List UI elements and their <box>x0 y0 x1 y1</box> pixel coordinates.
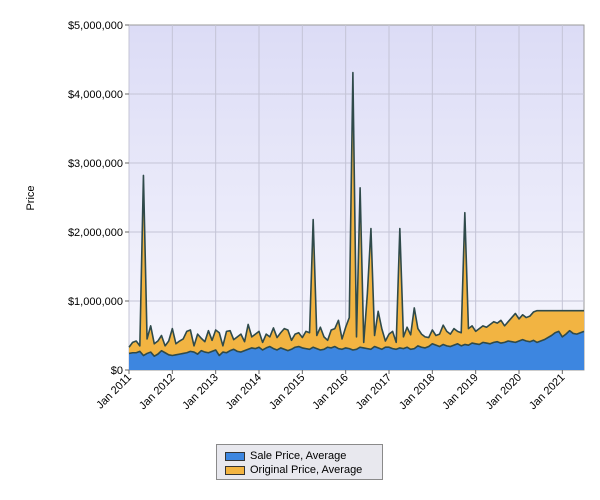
series-layer <box>128 71 585 371</box>
x-tick-label: Jan 2021 <box>527 372 567 412</box>
line-sale-price <box>128 329 585 357</box>
legend-swatch-sale-price <box>225 451 245 461</box>
x-tick-label: Jan 2017 <box>354 372 394 412</box>
y-tick-label: $1,000,000 <box>68 296 123 308</box>
legend-label-original-price: Original Price, Average <box>250 464 363 476</box>
legend: Sale Price, Average Original Price, Aver… <box>216 444 383 480</box>
y-tick-label: $3,000,000 <box>68 158 123 170</box>
y-axis-title: Price <box>25 185 37 210</box>
legend-item-original-price: Original Price, Average <box>225 463 382 477</box>
x-tick-label: Jan 2020 <box>484 372 524 412</box>
legend-label-sale-price: Sale Price, Average <box>250 450 347 462</box>
area-sale-price <box>129 330 584 370</box>
x-tick-label: Jan 2019 <box>440 372 480 412</box>
x-tick-label: Jan 2014 <box>224 372 264 412</box>
x-tick-label: Jan 2012 <box>137 372 177 412</box>
x-tick-label: Jan 2018 <box>397 372 437 412</box>
legend-swatch-original-price <box>225 465 245 475</box>
y-axis: $0 $1,000,000 $2,000,000 $3,000,000 $4,000,0… <box>68 20 129 377</box>
y-tick-label: $5,000,000 <box>68 20 123 32</box>
line-original-price <box>128 71 584 348</box>
x-tick-label: Jan 2015 <box>267 372 307 412</box>
x-tick-label: Jan 2011 <box>94 372 134 412</box>
y-tick-label: $0 <box>111 365 123 377</box>
x-axis: Jan 2011 Jan 2012 Jan 2013 Jan 2014 Jan 2015… <box>94 370 567 412</box>
x-tick-label: Jan 2016 <box>310 372 350 412</box>
x-tick-label: Jan 2013 <box>180 372 220 412</box>
y-tick-label: $2,000,000 <box>68 227 123 239</box>
legend-item-sale-price: Sale Price, Average <box>225 449 382 463</box>
y-tick-label: $4,000,000 <box>68 89 123 101</box>
gridlines <box>128 25 584 370</box>
